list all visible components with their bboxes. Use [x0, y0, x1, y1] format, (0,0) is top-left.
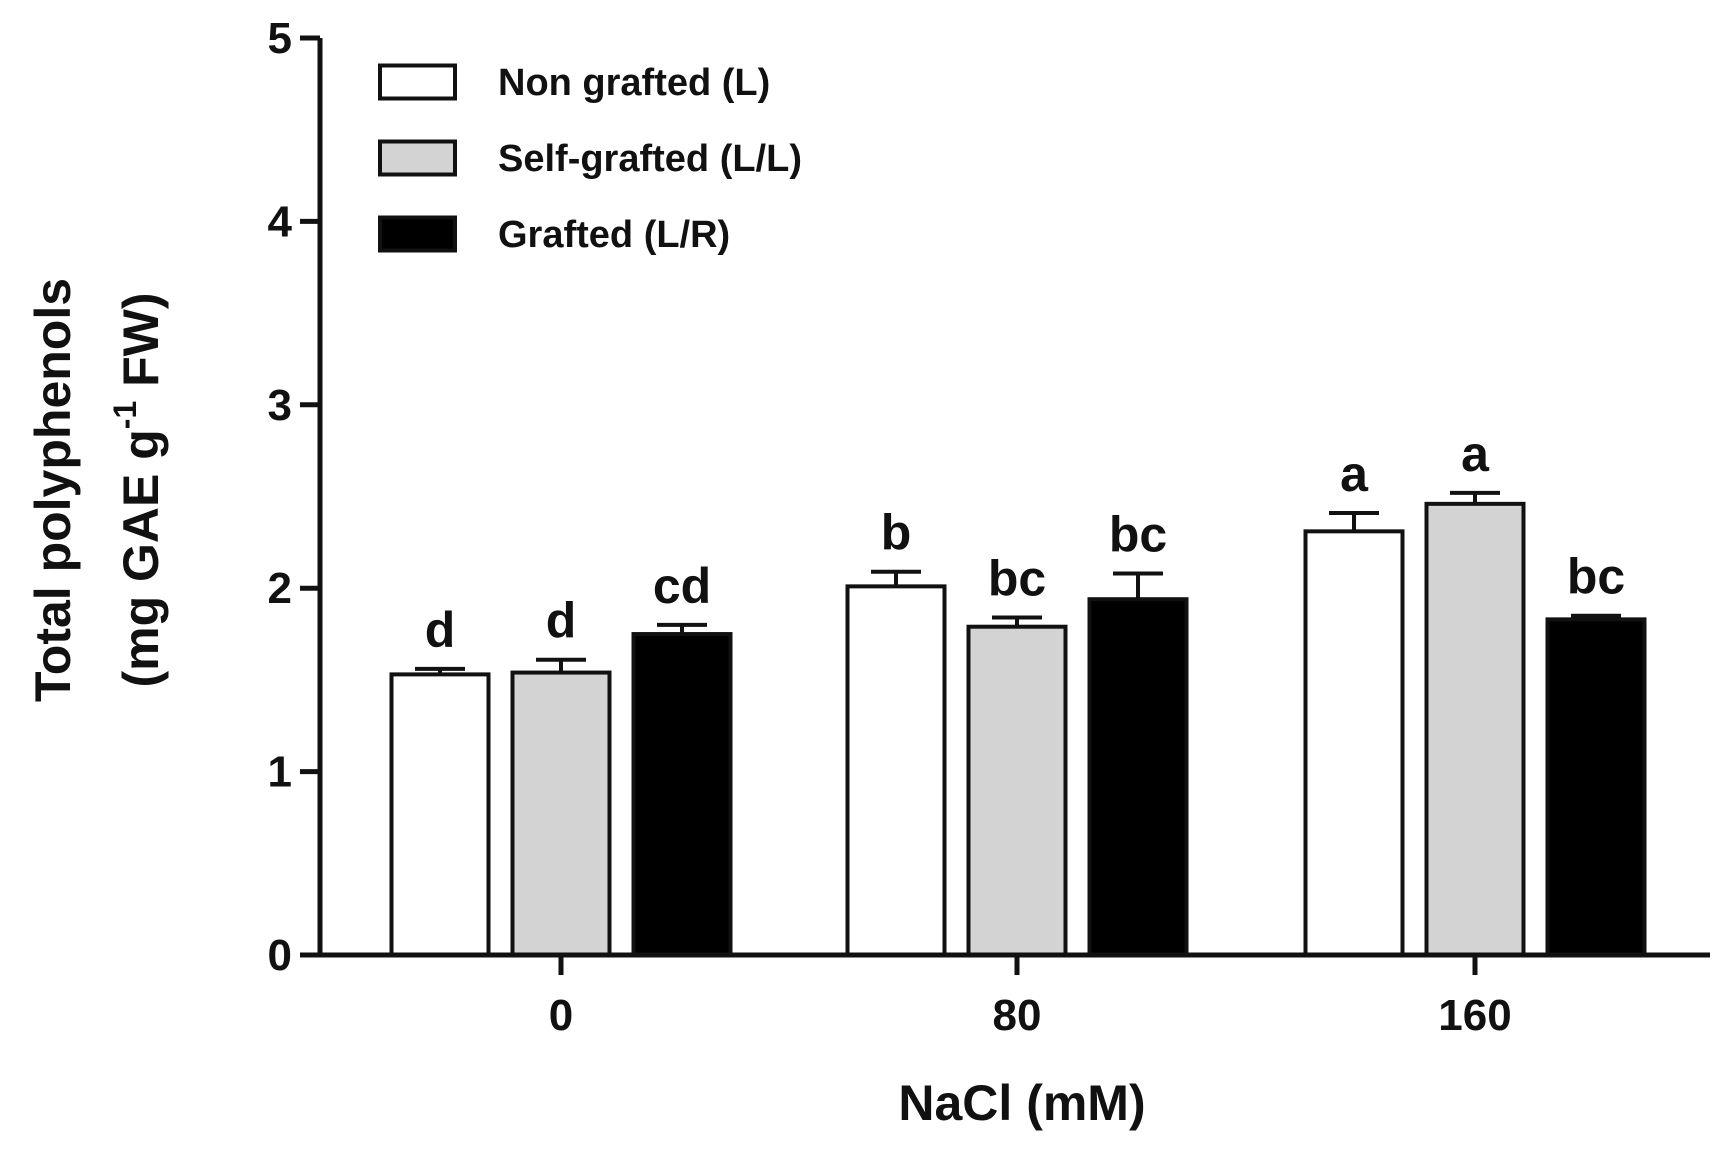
x-tick-label: 160: [1438, 991, 1511, 1040]
legend-label-1: Non grafted (L): [498, 62, 770, 104]
y-tick-label: 1: [268, 748, 292, 797]
bar-3-0: [631, 632, 733, 957]
bars-layer: d b a d bc a cd bc bc: [389, 426, 1647, 958]
significance-letter: a: [1461, 426, 1490, 482]
significance-letter: d: [425, 602, 456, 658]
x-tick-label: 80: [993, 991, 1042, 1040]
bar-1-80: [845, 584, 947, 958]
significance-letter: b: [881, 505, 912, 561]
y-axis-title-superscript: -1: [107, 401, 143, 429]
y-axis-title-line1: Total polyphenols: [25, 278, 81, 702]
bar-2-80: [966, 624, 1068, 957]
significance-letter: bc: [1567, 549, 1625, 605]
y-axis-title-suffix: FW): [113, 292, 169, 400]
y-tick-label: 2: [268, 564, 292, 613]
legend-swatch-2: [378, 139, 457, 177]
y-axis-title-line2: (mg GAE g-1 FW): [107, 292, 169, 687]
bar-1-0: [389, 672, 491, 957]
axes-layer: 0 1 2 3 4 5 0 80 160: [268, 14, 1710, 1040]
significance-letter: cd: [653, 558, 711, 614]
y-tick-label: 5: [268, 14, 292, 63]
legend-label-2: Self-grafted (L/L): [498, 138, 802, 180]
legend-swatch-1: [378, 63, 457, 101]
y-tick-label: 4: [268, 197, 293, 246]
significance-letter: d: [546, 593, 577, 649]
y-axis-title: Total polyphenols (mg GAE g-1 FW): [25, 278, 169, 702]
y-tick-label: 3: [268, 381, 292, 430]
legend-label-3: Grafted (L/R): [498, 214, 730, 256]
legend: Non grafted (L) Self-grafted (L/L) Grafted…: [378, 62, 802, 256]
significance-letter: bc: [1109, 507, 1167, 563]
legend-swatch-3: [378, 215, 457, 253]
significance-letter: bc: [988, 551, 1046, 607]
x-axis-title: NaCl (mM): [898, 1075, 1145, 1131]
bar-2-160: [1424, 501, 1526, 957]
bar-2-0: [510, 670, 612, 958]
significance-letter: a: [1340, 446, 1369, 502]
bar-3-160: [1545, 617, 1647, 957]
y-tick-label: 0: [268, 931, 292, 980]
y-axis-title-prefix: (mg GAE g: [113, 429, 169, 687]
x-tick-label: 0: [549, 991, 573, 1040]
bar-1-160: [1303, 529, 1405, 957]
bar-3-80: [1087, 597, 1189, 957]
